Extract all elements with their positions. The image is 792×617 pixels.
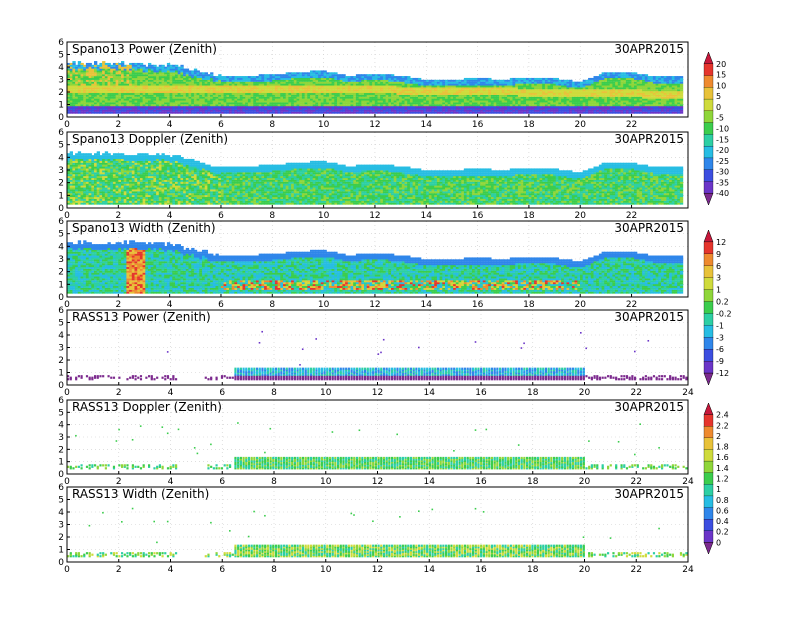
heatmap-cell: [72, 61, 75, 63]
y-tick-label: 4: [58, 63, 64, 73]
heatmap-cell: [680, 89, 683, 91]
heatmap-cell: [162, 65, 165, 67]
x-tick-label: 10: [318, 120, 330, 130]
panel-1: Spano13 Doppler (Zenith)30APR20150123456…: [58, 128, 688, 221]
heatmap-cell: [210, 72, 213, 74]
heatmap-cell: [680, 87, 683, 89]
heatmap-cell: [153, 65, 156, 67]
heatmap-cell: [81, 63, 84, 65]
heatmap-cell: [197, 70, 200, 72]
heatmap-cell: [569, 80, 572, 82]
heatmap-cell: [680, 91, 683, 93]
heatmap-cell: [680, 85, 683, 87]
x-tick-label: 4: [167, 120, 173, 130]
heatmap-cell: [680, 99, 683, 101]
heatmap-cell: [634, 72, 637, 74]
heatmap-cell: [180, 67, 183, 69]
heatmap-cell: [175, 65, 178, 67]
heatmap-cell: [210, 74, 213, 76]
heatmap-cell: [205, 72, 208, 74]
x-tick-label: 8: [269, 120, 275, 130]
heatmap-cell: [680, 108, 683, 110]
heatmap-cell: [680, 110, 683, 112]
heatmap-cell: [407, 76, 410, 78]
x-tick-label: 20: [574, 120, 586, 130]
heatmap-cell: [680, 104, 683, 106]
heatmap-cell: [121, 61, 124, 63]
heatmap-cell: [680, 106, 683, 108]
heatmap-cell: [78, 61, 81, 63]
heatmap-cell: [556, 78, 559, 80]
heatmap-cell: [488, 78, 491, 80]
heatmap-cell: [680, 112, 683, 114]
heatmap-cell: [334, 72, 337, 74]
heatmap-cell: [94, 63, 97, 65]
heatmap-cell: [391, 74, 394, 76]
heatmap-cell: [186, 69, 189, 71]
panel-title: Spano13 Power (Zenith): [72, 42, 217, 56]
heatmap-cell: [645, 74, 648, 76]
y-tick-label: 5: [58, 51, 64, 61]
heatmap-cell: [680, 82, 683, 84]
heatmap-cell: [140, 63, 143, 65]
y-tick-label: 6: [58, 38, 64, 48]
heatmap-cell: [680, 95, 683, 97]
x-tick-label: 2: [115, 120, 121, 130]
x-tick-label: 18: [523, 120, 535, 130]
heatmap-cell: [680, 76, 683, 78]
x-tick-label: 6: [218, 120, 224, 130]
heatmap-cells: [67, 151, 683, 204]
y-tick-label: 2: [58, 88, 64, 98]
heatmap-cell: [121, 63, 124, 65]
heatmap-cells: [67, 61, 683, 114]
x-tick-label: 12: [369, 120, 380, 130]
x-tick-label: 16: [472, 120, 484, 130]
heatmap-cell: [72, 63, 75, 65]
y-tick-label: 3: [58, 76, 64, 86]
heatmap-cell: [89, 63, 92, 65]
x-tick-label: 14: [421, 120, 433, 130]
panel-date: 30APR2015: [614, 42, 684, 56]
heatmap-cell: [342, 74, 345, 76]
heatmap-cell: [680, 102, 683, 104]
heatmap-cell: [680, 78, 683, 80]
x-tick-label: 0: [64, 120, 70, 130]
heatmap-cell: [143, 65, 146, 67]
heatmap-cell: [218, 74, 221, 76]
heatmap-cell: [148, 63, 151, 65]
heatmap-cell: [94, 61, 97, 63]
heatmap-cell: [680, 97, 683, 99]
heatmap-cell: [680, 100, 683, 102]
heatmap-cell: [324, 70, 327, 72]
heatmap-cell: [194, 69, 197, 71]
x-tick-label: 22: [626, 120, 637, 130]
heatmap-cell: [180, 65, 183, 67]
heatmap-cell: [680, 80, 683, 82]
heatmap-cell: [167, 63, 170, 65]
heatmap-cell: [680, 84, 683, 86]
y-tick-label: 1: [58, 101, 64, 111]
heatmap-cell: [418, 78, 421, 80]
heatmap-cell: [102, 61, 105, 63]
heatmap-cell: [108, 63, 111, 65]
heatmap-cell: [680, 93, 683, 95]
